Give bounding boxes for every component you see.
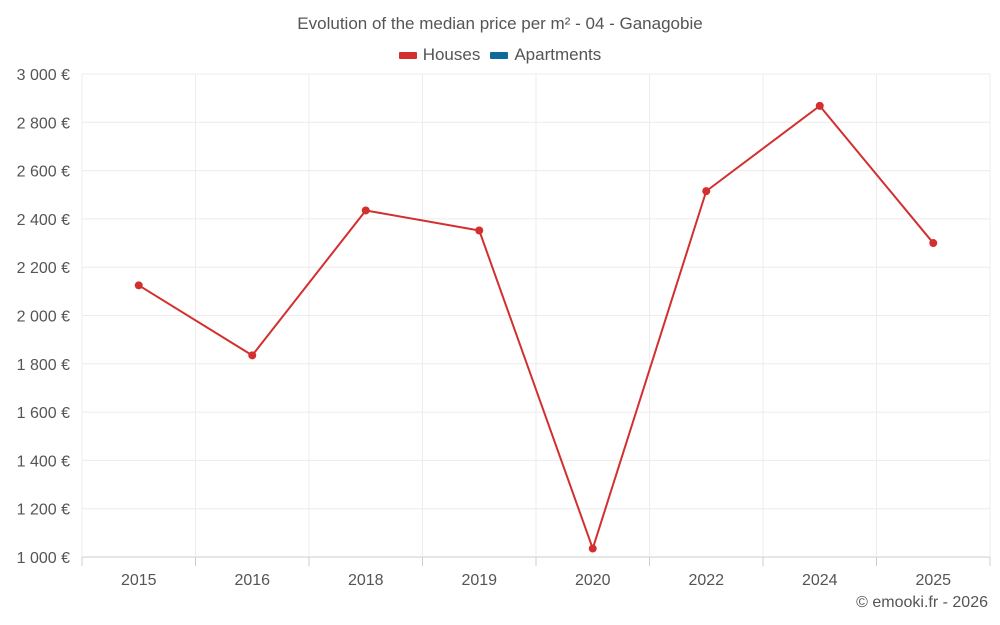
data-point (702, 187, 711, 196)
chart-title: Evolution of the median price per m² - 0… (297, 14, 703, 33)
y-tick-label: 2 800 € (17, 115, 70, 132)
data-point (815, 101, 824, 110)
y-tick-label: 2 600 € (17, 164, 70, 181)
legend-label-houses: Houses (422, 45, 481, 64)
series-line-houses (138, 104, 935, 550)
y-tick-label: 1 400 € (17, 453, 70, 470)
x-tick-label: 2020 (575, 572, 611, 589)
y-tick-label: 3 000 € (17, 67, 70, 84)
x-tick-label: 2019 (461, 572, 497, 589)
legend: Houses Apartments (0, 45, 1000, 65)
x-tick-label: 2025 (915, 572, 951, 589)
y-tick-label: 2 200 € (17, 260, 70, 277)
legend-swatch-houses (398, 51, 417, 59)
legend-item-houses[interactable]: Houses (398, 45, 481, 65)
y-tick-label: 2 000 € (17, 309, 70, 326)
x-tick-label: 2015 (121, 572, 157, 589)
x-tick-label: 2018 (348, 572, 384, 589)
data-point (929, 239, 938, 248)
data-point (475, 226, 484, 235)
legend-item-apartments[interactable]: Apartments (490, 45, 601, 65)
y-tick-label: 1 600 € (17, 405, 70, 422)
data-point (361, 206, 370, 215)
data-point (134, 281, 143, 290)
credit: © emooki.fr - 2026 (856, 594, 988, 611)
y-tick-label: 1 800 € (17, 357, 70, 374)
legend-swatch-apartments (490, 51, 509, 59)
data-point (588, 544, 597, 553)
x-tick-label: 2024 (802, 572, 838, 589)
y-tick-label: 2 400 € (17, 212, 70, 229)
data-point (248, 351, 257, 360)
x-tick-label: 2022 (688, 572, 724, 589)
x-tick-label: 2016 (234, 572, 270, 589)
y-tick-label: 1 000 € (17, 550, 70, 567)
y-tick-label: 1 200 € (17, 502, 70, 519)
legend-label-apartments: Apartments (514, 45, 602, 64)
